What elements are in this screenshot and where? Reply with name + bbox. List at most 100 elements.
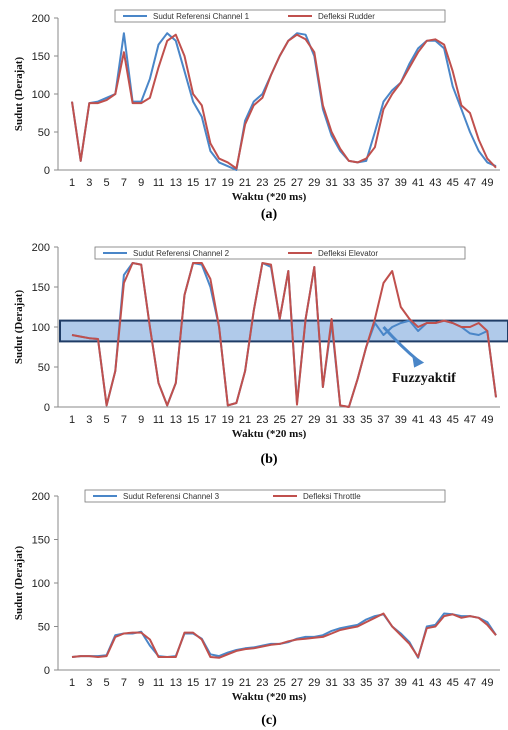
- x-tick-label: 17: [204, 414, 216, 426]
- fuzzy-active-band: [59, 319, 508, 343]
- x-tick-label: 29: [308, 177, 320, 189]
- y-tick-label: 0: [44, 665, 50, 677]
- x-tick-label: 19: [222, 677, 234, 689]
- x-tick-label: 47: [464, 414, 476, 426]
- x-tick-label: 3: [86, 177, 92, 189]
- y-axis-title: Sudut (Derajat): [13, 57, 25, 132]
- x-tick-label: 47: [464, 177, 476, 189]
- legend-label: Sudut Referensi Channel 2: [133, 249, 230, 258]
- legend-label: Sudut Referensi Channel 1: [153, 12, 250, 21]
- x-tick-label: 49: [481, 414, 493, 426]
- legend-label: Defleksi Rudder: [318, 12, 375, 21]
- x-tick-label: 37: [377, 177, 389, 189]
- x-tick-label: 37: [377, 677, 389, 689]
- x-tick-label: 15: [187, 677, 199, 689]
- x-tick-label: 21: [239, 414, 251, 426]
- x-axis-title: Waktu (*20 ms): [232, 428, 307, 440]
- y-tick-label: 50: [38, 127, 50, 139]
- x-tick-label: 43: [429, 677, 441, 689]
- x-tick-label: 35: [360, 677, 372, 689]
- x-tick-label: 33: [343, 414, 355, 426]
- y-tick-label: 200: [32, 13, 50, 25]
- x-tick-label: 13: [170, 414, 182, 426]
- panel-caption: (a): [261, 207, 278, 222]
- x-tick-label: 21: [239, 677, 251, 689]
- legend-box: [114, 9, 446, 23]
- x-tick-label: 33: [343, 177, 355, 189]
- x-tick-label: 23: [256, 677, 268, 689]
- legend-label: Defleksi Elevator: [318, 249, 378, 258]
- y-tick-label: 150: [32, 282, 50, 294]
- y-tick-label: 50: [38, 362, 50, 374]
- x-tick-label: 41: [412, 414, 424, 426]
- legend-label: Sudut Referensi Channel 3: [123, 492, 220, 501]
- series-line-deflection: [71, 262, 497, 408]
- x-tick-label: 13: [170, 677, 182, 689]
- legend: Sudut Referensi Channel 2 Defleksi Elevat…: [94, 246, 466, 260]
- x-tick-label: 45: [447, 414, 459, 426]
- x-tick-label: 39: [395, 677, 407, 689]
- x-tick-label: 11: [153, 414, 164, 426]
- panel-caption: (c): [261, 713, 277, 728]
- legend-box: [94, 246, 466, 260]
- y-tick-label: 0: [44, 402, 50, 414]
- y-tick-label: 150: [32, 535, 50, 547]
- x-tick-label: 5: [104, 177, 110, 189]
- x-tick-label: 9: [138, 677, 144, 689]
- x-tick-label: 35: [360, 177, 372, 189]
- y-tick-label: 100: [32, 322, 50, 334]
- x-tick-label: 3: [86, 414, 92, 426]
- x-tick-label: 7: [121, 414, 127, 426]
- x-tick-label: 47: [464, 677, 476, 689]
- y-tick-label: 50: [38, 622, 50, 634]
- x-tick-label: 33: [343, 677, 355, 689]
- x-tick-label: 1: [69, 677, 75, 689]
- series-line-reference: [71, 32, 497, 171]
- x-tick-label: 27: [291, 177, 303, 189]
- x-tick-label: 11: [153, 177, 164, 189]
- x-tick-label: 31: [325, 677, 337, 689]
- series-line-reference: [71, 612, 497, 659]
- x-tick-label: 21: [239, 177, 251, 189]
- x-tick-label: 1: [69, 177, 75, 189]
- series-line-deflection: [71, 612, 497, 659]
- annotation-arrowhead: [412, 354, 425, 368]
- x-tick-label: 19: [222, 414, 234, 426]
- x-tick-label: 41: [412, 677, 424, 689]
- x-tick-label: 9: [138, 177, 144, 189]
- y-tick-label: 200: [32, 491, 50, 503]
- y-tick-label: 100: [32, 578, 50, 590]
- y-tick-label: 100: [32, 89, 50, 101]
- x-tick-label: 35: [360, 414, 372, 426]
- x-tick-label: 43: [429, 414, 441, 426]
- annotation-label: Fuzzyaktif: [392, 371, 456, 386]
- x-tick-label: 5: [104, 414, 110, 426]
- x-tick-label: 39: [395, 177, 407, 189]
- x-tick-label: 27: [291, 677, 303, 689]
- y-tick-label: 0: [44, 165, 50, 177]
- y-axis-title: Sudut (Derajat): [13, 290, 25, 365]
- x-tick-label: 13: [170, 177, 182, 189]
- x-tick-label: 3: [86, 677, 92, 689]
- x-tick-label: 25: [274, 177, 286, 189]
- legend: Sudut Referensi Channel 1 Defleksi Rudder: [114, 9, 446, 23]
- x-axis-title: Waktu (*20 ms): [232, 691, 307, 703]
- x-tick-label: 11: [153, 677, 164, 689]
- x-tick-label: 41: [412, 177, 424, 189]
- series-line-deflection: [71, 33, 497, 170]
- x-tick-label: 49: [481, 177, 493, 189]
- x-tick-label: 31: [325, 177, 337, 189]
- x-tick-label: 15: [187, 414, 199, 426]
- x-tick-label: 29: [308, 414, 320, 426]
- x-tick-label: 23: [256, 177, 268, 189]
- x-tick-label: 15: [187, 177, 199, 189]
- y-tick-label: 150: [32, 51, 50, 63]
- x-tick-label: 17: [204, 177, 216, 189]
- x-tick-label: 9: [138, 414, 144, 426]
- x-tick-label: 7: [121, 177, 127, 189]
- panel-caption: (b): [260, 452, 277, 467]
- x-tick-label: 5: [104, 677, 110, 689]
